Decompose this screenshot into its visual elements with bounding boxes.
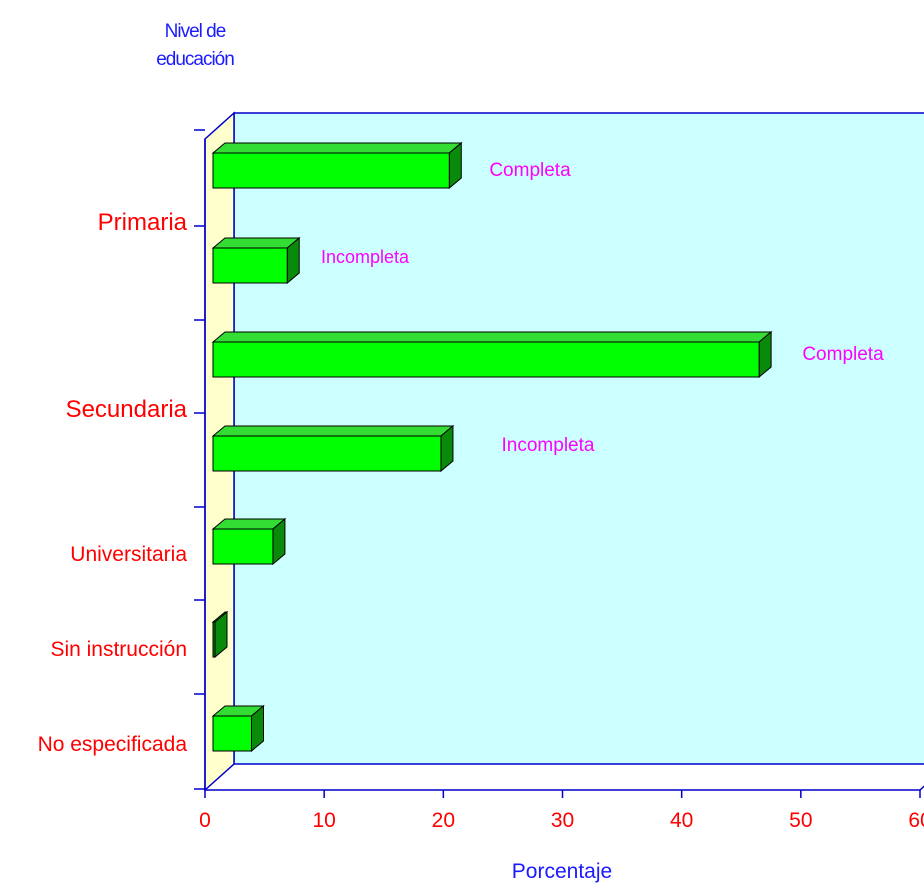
- category-label: Universitaria: [70, 543, 187, 566]
- bar-front-face: [212, 435, 442, 472]
- category-label: No especificada: [38, 733, 188, 756]
- category-label: Secundaria: [66, 396, 188, 423]
- x-tick-label: 30: [551, 809, 574, 832]
- bar-front-face: [212, 247, 288, 284]
- x-axis-title: Porcentaje: [512, 860, 612, 883]
- bar-top-face: [211, 237, 301, 249]
- x-tick-label: 40: [670, 809, 693, 832]
- bar-front-face: [212, 715, 252, 752]
- bar-label: Completa: [489, 160, 571, 181]
- category-label: Primaria: [98, 209, 188, 236]
- chart-axes: 0 10 20 30 40 50 60: [194, 129, 924, 832]
- bar-top-face: [211, 425, 455, 437]
- bar-label: Completa: [802, 344, 884, 365]
- bar-front-face: [212, 621, 216, 658]
- bar: [211, 610, 229, 659]
- bar: [211, 424, 455, 473]
- x-tick-label: 60: [908, 809, 924, 832]
- bar-front-face: [212, 528, 274, 565]
- category-label: Sin instrucción: [50, 638, 187, 661]
- bar-top-face: [211, 142, 463, 154]
- bar-front-face: [212, 152, 450, 189]
- bar: [211, 704, 265, 753]
- chart-labels: Completa Incompleta Completa Incompleta Prim…: [38, 160, 885, 756]
- chart-bars: [211, 141, 773, 753]
- bar-top-face: [211, 331, 773, 343]
- bar-label: Incompleta: [502, 435, 595, 456]
- x-tick-label: 50: [789, 809, 812, 832]
- floor-edge-line: [919, 785, 924, 791]
- x-tick-label: 20: [432, 809, 455, 832]
- bar: [211, 141, 463, 190]
- bar: [211, 236, 301, 285]
- bar: [211, 330, 773, 379]
- y-axis-title-line-1: Nivel de: [164, 21, 227, 42]
- bar-label: Incompleta: [321, 247, 410, 267]
- x-tick-label: 10: [312, 809, 335, 832]
- x-tick-label: 0: [199, 809, 211, 832]
- bar-front-face: [212, 341, 760, 378]
- y-axis-title: Nivel de educación: [120, 18, 270, 74]
- bar: [211, 517, 287, 566]
- y-axis-title-line-2: educación: [156, 49, 235, 70]
